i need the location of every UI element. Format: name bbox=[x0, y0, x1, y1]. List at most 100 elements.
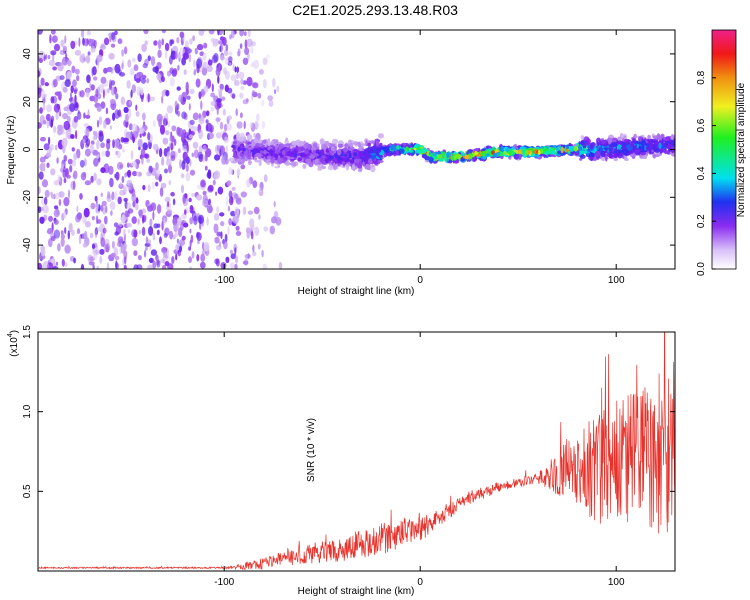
spectrogram-noise-cell bbox=[164, 49, 168, 60]
spectrogram-noise-cell bbox=[225, 44, 229, 51]
spectrogram-noise-cell bbox=[121, 49, 124, 57]
spectrogram-noise-cell bbox=[188, 256, 192, 263]
spectrogram-ytick-label: -40 bbox=[22, 237, 33, 252]
spectrogram-band-cell bbox=[262, 139, 267, 144]
spectrogram-band-cell bbox=[366, 148, 373, 153]
spectrogram-noise-cell bbox=[86, 74, 91, 84]
spectrogram-noise-cell bbox=[60, 230, 64, 235]
figure-title: C2E1.2025.293.13.48.R03 bbox=[292, 2, 458, 18]
spectrogram-noise-cell bbox=[228, 157, 235, 162]
spectrogram-noise-cell bbox=[71, 229, 75, 236]
spectrogram-noise-cell bbox=[218, 30, 224, 36]
spectrogram-noise-cell bbox=[235, 225, 240, 231]
spectrogram-noise-cell bbox=[60, 39, 65, 48]
spectrogram-band-cell bbox=[275, 144, 278, 150]
spectrogram-noise-cell bbox=[198, 113, 201, 119]
spectrogram-noise-cell bbox=[253, 132, 256, 138]
spectrogram-band-cell bbox=[348, 155, 352, 158]
spectrogram-noise-cell bbox=[111, 32, 116, 41]
spectrogram-noise-cell bbox=[46, 162, 50, 168]
spectrogram-noise-cell bbox=[144, 249, 147, 258]
spectrogram-noise-cell bbox=[172, 234, 176, 240]
spectrogram-noise-cell bbox=[234, 206, 240, 216]
spectrogram-noise-cell bbox=[69, 103, 76, 112]
snr-ytick-label: 1.0 bbox=[22, 404, 33, 418]
spectrogram-noise-cell bbox=[122, 137, 129, 143]
spectrogram-noise-cell bbox=[45, 152, 52, 158]
spectrogram-noise-cell bbox=[53, 219, 59, 225]
spectrogram-noise-cell bbox=[128, 100, 132, 106]
spectrogram-noise-cell bbox=[235, 255, 238, 264]
snr-ytick-label: 0.5 bbox=[22, 484, 33, 498]
spectrogram-noise-cell bbox=[183, 69, 187, 75]
spectrogram-noise-cell bbox=[220, 262, 227, 269]
spectrogram-noise-cell bbox=[78, 37, 81, 47]
spectrogram-noise-cell bbox=[193, 59, 196, 68]
spectrogram-noise-cell bbox=[109, 125, 112, 130]
spectrogram-noise-cell bbox=[272, 77, 276, 88]
colorbar-tick-label: 0.6 bbox=[696, 118, 707, 132]
spectrogram-band-cell bbox=[670, 133, 674, 141]
spectrogram-noise-cell bbox=[159, 187, 164, 197]
spectrogram-noise-cell bbox=[178, 53, 181, 59]
spectrogram-noise-cell bbox=[197, 214, 204, 224]
spectrogram-band-cell bbox=[242, 158, 249, 162]
snr-scale-prefix: (x10 bbox=[9, 337, 20, 357]
spectrogram-noise-cell bbox=[179, 47, 186, 54]
spectrogram-noise-cell bbox=[261, 120, 266, 129]
spectrogram-noise-cell bbox=[80, 30, 85, 38]
spectrogram-noise-cell bbox=[250, 46, 254, 54]
spectrogram-noise-cell bbox=[185, 163, 189, 172]
snr-xtick-label: 100 bbox=[608, 577, 625, 588]
spectrogram-noise-cell bbox=[114, 63, 121, 74]
spectrogram-noise-cell bbox=[243, 31, 247, 36]
spectrogram-noise-cell bbox=[38, 57, 44, 63]
spectrogram-band-cell bbox=[405, 146, 409, 152]
spectrogram-noise-cell bbox=[163, 217, 167, 226]
spectrogram-band-cell bbox=[305, 158, 311, 164]
spectrogram-noise-cell bbox=[161, 95, 164, 104]
spectrogram-noise-cell bbox=[58, 191, 65, 198]
spectrogram-noise-cell bbox=[123, 228, 126, 237]
spectrogram-noise-cell bbox=[219, 148, 222, 157]
spectrogram-noise-cell bbox=[115, 260, 118, 269]
spectrogram-noise-cell bbox=[156, 168, 161, 177]
spectrogram-noise-cell bbox=[158, 147, 163, 158]
spectrogram-noise-cell bbox=[258, 214, 261, 220]
spectrogram-noise-cell bbox=[239, 30, 244, 37]
spectrogram-band-cell bbox=[630, 142, 634, 147]
spectrogram-band-cell bbox=[253, 148, 258, 151]
spectrogram-noise-cell bbox=[105, 107, 109, 115]
spectrogram-noise-cell bbox=[160, 182, 167, 189]
spectrogram-noise-cell bbox=[127, 208, 134, 214]
spectrogram-noise-cell bbox=[100, 167, 106, 174]
spectrogram-band-cell bbox=[634, 149, 641, 154]
spectrogram-band-cell bbox=[429, 156, 433, 161]
colorbar-label: Normalized spectral amplitude bbox=[736, 82, 747, 217]
spectrogram-noise-cell bbox=[45, 113, 51, 122]
spectrogram-noise-cell bbox=[114, 190, 118, 201]
colorbar-tick-label: 0.8 bbox=[696, 70, 707, 84]
spectrogram-band-cell bbox=[233, 151, 237, 158]
spectrogram-noise-cell bbox=[132, 200, 136, 208]
spectrogram-noise-cell bbox=[191, 126, 198, 132]
spectrogram-noise-cell bbox=[214, 40, 217, 48]
spectrogram-noise-cell bbox=[133, 250, 138, 256]
spectrogram-noise-cell bbox=[145, 236, 149, 244]
spectrogram-band-cell bbox=[347, 150, 352, 154]
spectrogram-band-cell bbox=[486, 149, 490, 152]
spectrogram-noise-cell bbox=[141, 43, 147, 53]
spectrogram-noise-cell bbox=[53, 103, 60, 113]
spectrogram-noise-cell bbox=[153, 223, 159, 229]
spectrogram-noise-cell bbox=[53, 43, 61, 52]
spectrogram-noise-cell bbox=[192, 112, 199, 121]
spectrogram-noise-cell bbox=[115, 171, 120, 181]
spectrogram-band-cell bbox=[321, 165, 326, 170]
spectrogram-noise-cell bbox=[92, 253, 98, 261]
spectrogram-noise-cell bbox=[58, 199, 62, 206]
spectrogram-band-cell bbox=[370, 146, 376, 150]
spectrogram-noise-cell bbox=[166, 105, 173, 114]
spectrogram-noise-cell bbox=[126, 222, 132, 228]
spectrogram-noise-cell bbox=[240, 191, 247, 198]
spectrogram-noise-cell bbox=[228, 218, 232, 226]
